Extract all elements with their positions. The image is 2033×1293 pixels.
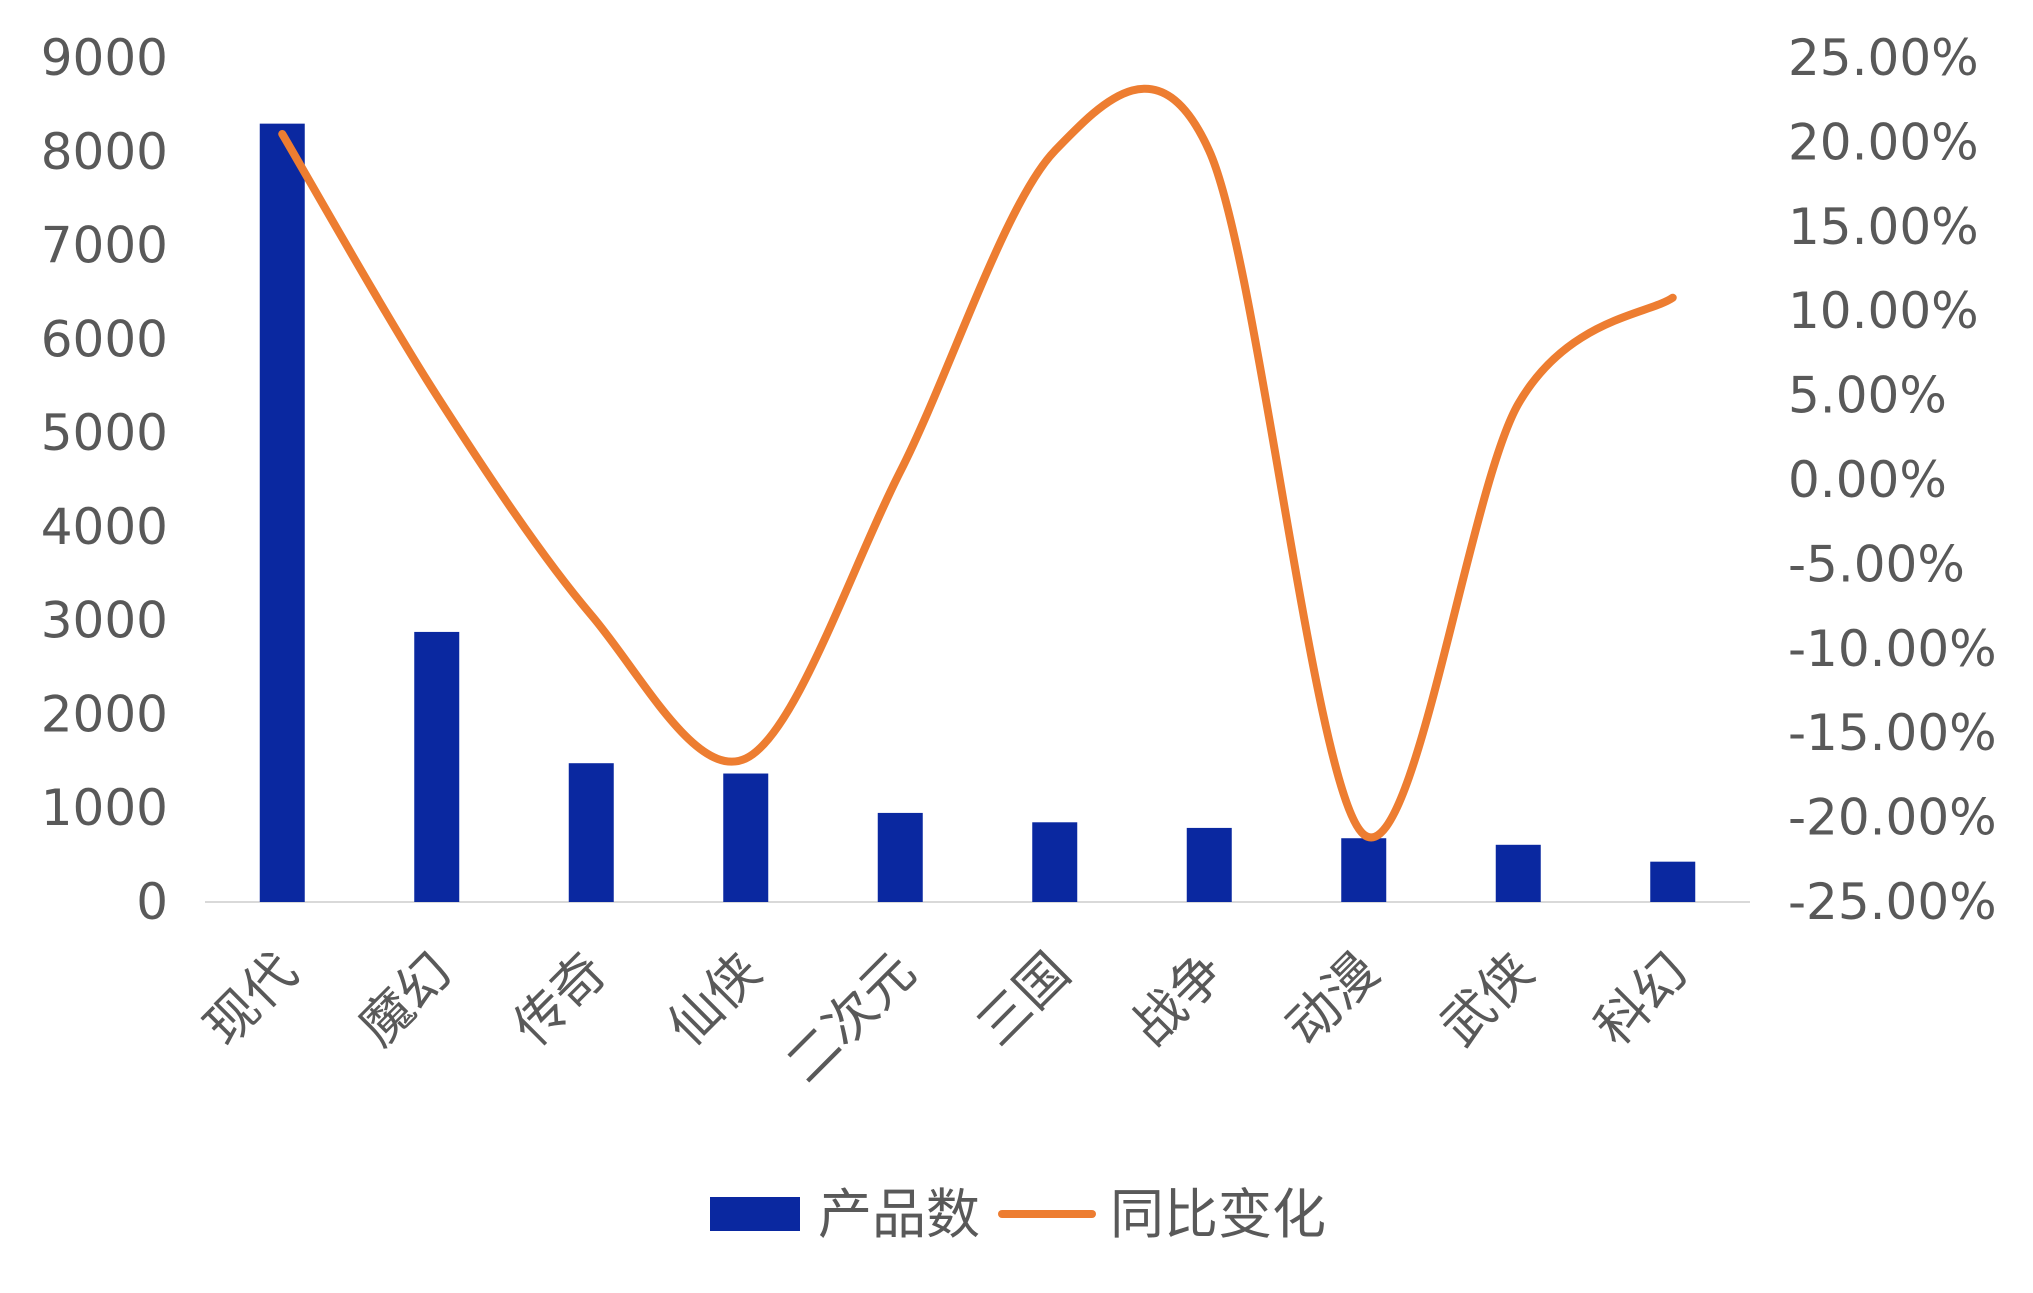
category-label: 科幻 — [1584, 942, 1700, 1058]
left-tick-label: 1000 — [41, 779, 168, 837]
right-tick-label: 5.00% — [1788, 367, 1947, 425]
left-tick-label: 7000 — [41, 217, 168, 275]
right-axis: -25.00% -20.00% -15.00% -10.00% -5.00% 0.00% 5… — [1788, 29, 1997, 931]
category-label: 现代 — [193, 942, 309, 1058]
category-label: 三国 — [966, 942, 1082, 1058]
left-tick-label: 2000 — [41, 685, 168, 743]
legend-label-line: 同比变化 — [1110, 1183, 1326, 1246]
bar — [723, 773, 769, 902]
left-axis: 0 1000 2000 3000 4000 5000 6000 7000 8000 9000 — [41, 29, 168, 931]
legend-swatch-bar — [710, 1197, 800, 1231]
right-tick-label: 10.00% — [1788, 282, 1979, 340]
left-tick-label: 0 — [136, 873, 168, 931]
line-series — [278, 84, 1677, 842]
right-tick-label: 20.00% — [1788, 113, 1979, 171]
right-tick-label: 15.00% — [1788, 198, 1979, 256]
bar — [1495, 844, 1541, 902]
legend-label-bar: 产品数 — [818, 1183, 980, 1246]
bar — [259, 123, 305, 902]
legend: 产品数 同比变化 — [710, 1183, 1326, 1246]
bar — [877, 812, 923, 902]
left-tick-label: 6000 — [41, 310, 168, 368]
bar-series — [259, 123, 1696, 902]
left-tick-label: 9000 — [41, 29, 168, 87]
right-tick-label: -25.00% — [1788, 873, 1997, 931]
right-tick-label: -10.00% — [1788, 620, 1997, 678]
right-tick-label: 25.00% — [1788, 29, 1979, 87]
category-label: 二次元 — [775, 942, 928, 1095]
right-tick-label: 0.00% — [1788, 451, 1947, 509]
left-tick-label: 8000 — [41, 123, 168, 181]
category-label: 传奇 — [502, 942, 618, 1058]
left-tick-label: 4000 — [41, 498, 168, 556]
right-tick-label: -5.00% — [1788, 535, 1965, 593]
category-label: 魔幻 — [348, 942, 464, 1058]
bar — [1186, 827, 1232, 902]
left-tick-label: 3000 — [41, 592, 168, 650]
left-tick-label: 5000 — [41, 404, 168, 462]
bar — [568, 763, 614, 902]
bar — [414, 631, 460, 902]
right-tick-label: -20.00% — [1788, 789, 1997, 847]
category-label: 战争 — [1120, 942, 1236, 1058]
category-label: 武侠 — [1429, 942, 1545, 1058]
right-tick-label: -15.00% — [1788, 704, 1997, 762]
category-labels: 现代 魔幻 传奇 仙侠 二次元 三国 战争 动漫 武侠 科幻 — [193, 942, 1699, 1095]
bar — [1032, 822, 1078, 902]
category-label: 动漫 — [1275, 942, 1391, 1058]
category-label: 仙侠 — [657, 942, 773, 1058]
bar — [1341, 838, 1387, 902]
bar — [1650, 861, 1696, 902]
